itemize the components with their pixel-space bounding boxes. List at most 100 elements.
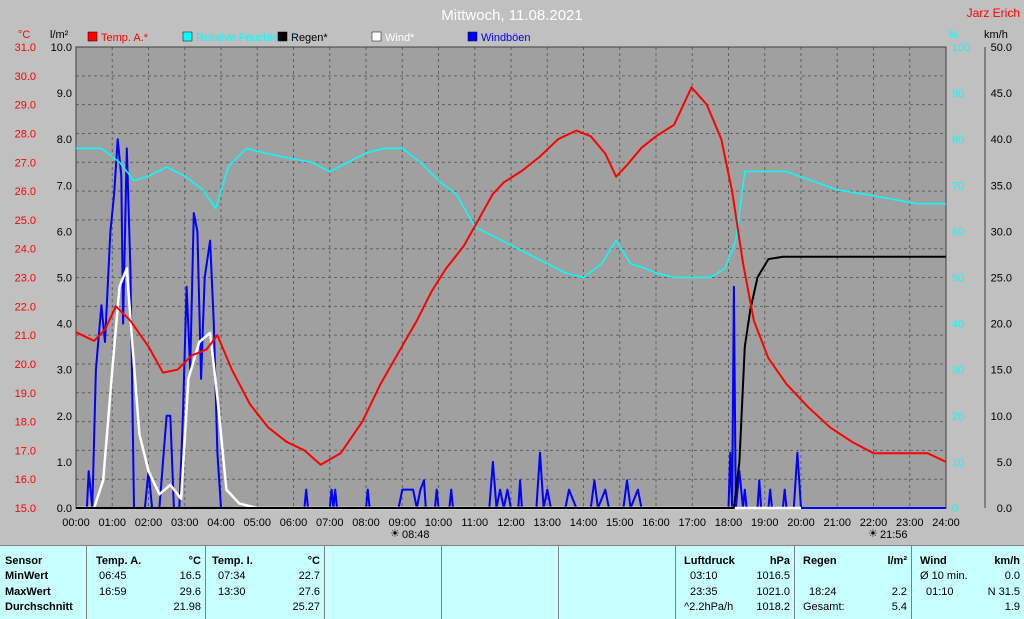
x-tick-label: 21:00 bbox=[823, 517, 851, 529]
humidity-tick-label: 50 bbox=[952, 273, 964, 285]
x-tick-label: 09:00 bbox=[388, 517, 416, 529]
rain-tick-label: 5.0 bbox=[57, 273, 72, 285]
sunrise-icon: ☀ bbox=[390, 528, 400, 540]
stats-empty-column-1 bbox=[325, 546, 442, 619]
pressure-min-time: 03:10 bbox=[690, 570, 718, 582]
axis-ticks: 31.0 30.0 29.0 28.0 27.0 26.0 25.0 24.0 23.0 22.0… bbox=[15, 42, 1012, 529]
pressure-avg: 1018.2 bbox=[756, 601, 790, 613]
temp-a-min-time: 06:45 bbox=[99, 570, 127, 582]
pressure-max-value: 1021.0 bbox=[756, 586, 790, 598]
sun-times: ☀ 08:48 ☀ 21:56 bbox=[390, 528, 908, 541]
temp-axis-unit: °C bbox=[18, 29, 30, 41]
wind-axis-unit: km/h bbox=[984, 29, 1008, 41]
wind-unit: km/h bbox=[994, 555, 1020, 567]
wind-avg-10min: 0.0 bbox=[1004, 570, 1020, 582]
temp-i-min-time: 07:34 bbox=[218, 570, 246, 582]
x-tick-label: 14:00 bbox=[570, 517, 598, 529]
temp-a-min-value: 16.5 bbox=[179, 570, 201, 582]
rain-tick-label: 0.0 bbox=[57, 503, 72, 515]
stats-sensor-column: Sensor MinWert MaxWert Durchschnitt bbox=[0, 546, 87, 619]
x-tick-label: 22:00 bbox=[860, 517, 888, 529]
wind-tick-label: 45.0 bbox=[991, 88, 1012, 100]
wind-avg: 1.9 bbox=[1004, 601, 1020, 613]
x-tick-label: 15:00 bbox=[606, 517, 634, 529]
series-temp-a bbox=[75, 86, 947, 466]
x-tick-label: 10:00 bbox=[425, 517, 453, 529]
sunrise-time: 08:48 bbox=[402, 529, 430, 541]
x-tick-label: 18:00 bbox=[715, 517, 743, 529]
x-tick-label: 23:00 bbox=[896, 517, 924, 529]
temp-tick-label: 16.0 bbox=[15, 474, 36, 486]
rain-tick-label: 1.0 bbox=[57, 457, 72, 469]
stats-empty-column-3 bbox=[559, 546, 676, 619]
wind-tick-label: 10.0 bbox=[991, 411, 1012, 423]
legend-swatch bbox=[371, 31, 382, 42]
wind-tick-label: 20.0 bbox=[991, 319, 1012, 331]
x-tick-label: 05:00 bbox=[243, 517, 271, 529]
humidity-tick-label: 80 bbox=[952, 134, 964, 146]
temp-tick-label: 23.0 bbox=[15, 273, 36, 285]
humidity-tick-label: 60 bbox=[952, 226, 964, 238]
legend-swatch bbox=[467, 31, 478, 42]
pressure-min-value: 1016.5 bbox=[756, 570, 790, 582]
pressure-max-time: 23:35 bbox=[690, 586, 718, 598]
temp-tick-label: 29.0 bbox=[15, 100, 36, 112]
temp-a-max-value: 29.6 bbox=[179, 586, 201, 598]
series-regen bbox=[76, 255, 946, 509]
temp-i-min-value: 22.7 bbox=[298, 570, 320, 582]
x-tick-label: 13:00 bbox=[533, 517, 561, 529]
temp-tick-label: 24.0 bbox=[15, 244, 36, 256]
pressure-header: Luftdruck bbox=[684, 555, 735, 567]
stats-wind-column: Wind km/h Ø 10 min. 0.0 01:10 N 31.5 1.9 bbox=[912, 546, 1024, 619]
author-label: Jarz Erich bbox=[967, 6, 1020, 20]
wind-tick-label: 30.0 bbox=[991, 226, 1012, 238]
pressure-trend: ^2.2hPa/h bbox=[684, 601, 734, 613]
temp-i-unit: °C bbox=[307, 555, 320, 567]
wind-max-value: N 31.5 bbox=[987, 586, 1020, 598]
stats-pressure-column: Luftdruck hPa 03:10 1016.5 23:35 1021.0 ^2.… bbox=[676, 546, 795, 619]
x-tick-label: 02:00 bbox=[135, 517, 163, 529]
sensor-header: Sensor bbox=[5, 555, 43, 567]
wind-tick-label: 40.0 bbox=[991, 134, 1012, 146]
temp-a-avg: 21.98 bbox=[173, 601, 201, 613]
minwert-label: MinWert bbox=[5, 570, 49, 582]
temp-tick-label: 19.0 bbox=[15, 388, 36, 400]
wind-tick-label: 50.0 bbox=[991, 42, 1012, 54]
wind-header: Wind bbox=[920, 555, 947, 567]
rain-tick-label: 8.0 bbox=[57, 134, 72, 146]
humidity-axis-unit: % bbox=[948, 29, 958, 41]
x-tick-label: 12:00 bbox=[497, 517, 525, 529]
humidity-tick-label: 100 bbox=[952, 42, 970, 54]
rain-tick-label: 2.0 bbox=[57, 411, 72, 423]
humidity-tick-label: 70 bbox=[952, 180, 964, 192]
x-tick-label: 11:00 bbox=[461, 517, 488, 529]
sunset-time: 21:56 bbox=[880, 529, 908, 541]
rain-max-time: 18:24 bbox=[809, 586, 837, 598]
temp-tick-label: 30.0 bbox=[15, 71, 36, 83]
rain-tick-label: 4.0 bbox=[57, 319, 72, 331]
series-relative-feuchte-a bbox=[76, 147, 946, 279]
wind-tick-label: 35.0 bbox=[991, 180, 1012, 192]
rain-unit: l/m² bbox=[887, 555, 907, 567]
x-tick-label: 04:00 bbox=[207, 517, 235, 529]
x-tick-label: 17:00 bbox=[678, 517, 706, 529]
temp-tick-label: 28.0 bbox=[15, 128, 36, 140]
rain-tick-label: 7.0 bbox=[57, 180, 72, 192]
humidity-tick-label: 30 bbox=[952, 365, 964, 377]
stats-empty-column-2 bbox=[442, 546, 559, 619]
rain-total: 5.4 bbox=[891, 601, 907, 613]
wind-tick-label: 15.0 bbox=[991, 365, 1012, 377]
rain-tick-label: 6.0 bbox=[57, 226, 72, 238]
rain-tick-label: 9.0 bbox=[57, 88, 72, 100]
temp-i-max-value: 27.6 bbox=[298, 586, 320, 598]
humidity-tick-label: 10 bbox=[952, 457, 964, 469]
humidity-tick-label: 40 bbox=[952, 319, 964, 331]
x-tick-label: 08:00 bbox=[352, 517, 380, 529]
rain-header: Regen bbox=[803, 555, 837, 567]
x-tick-label: 07:00 bbox=[316, 517, 344, 529]
legend-label: Regen* bbox=[291, 32, 328, 44]
humidity-tick-label: 20 bbox=[952, 411, 964, 423]
legend-label: Windböen bbox=[481, 32, 531, 44]
rain-tick-label: 10.0 bbox=[51, 42, 72, 54]
x-tick-label: 06:00 bbox=[280, 517, 308, 529]
